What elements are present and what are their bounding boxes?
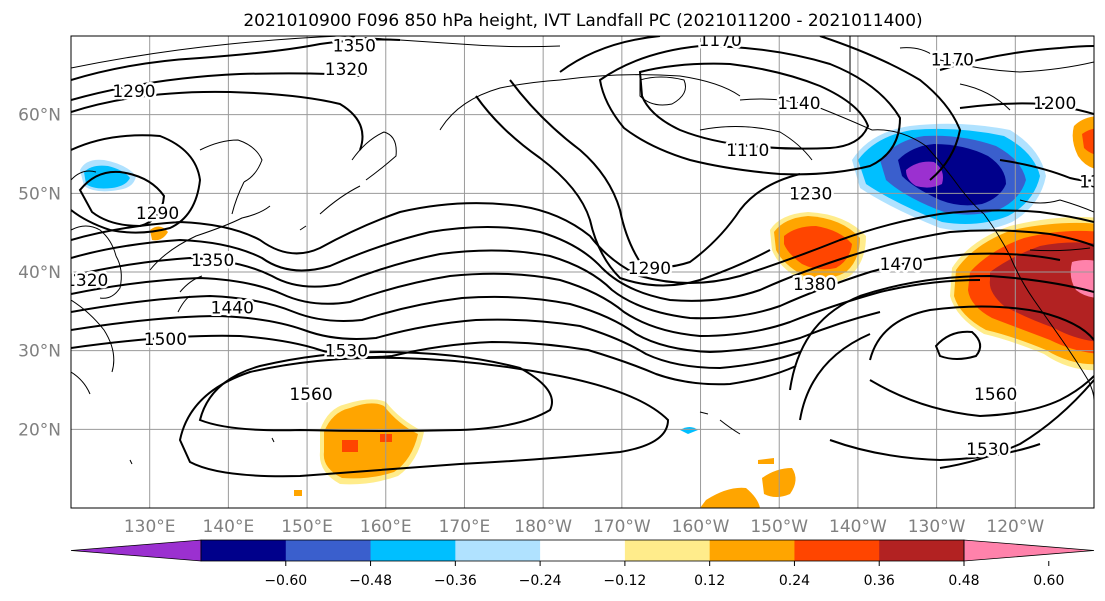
height-contours bbox=[71, 36, 1094, 478]
lat-tick-label: 40°N bbox=[18, 263, 61, 283]
gridlines bbox=[71, 36, 1094, 508]
contour-label: 1500 bbox=[144, 330, 187, 350]
contour-label: 1170 bbox=[699, 31, 742, 51]
lon-tick-label: 130°E bbox=[124, 517, 176, 537]
contour-label: 1110 bbox=[726, 141, 769, 161]
contour-label: 1290 bbox=[628, 259, 671, 279]
contour-label: 1170 bbox=[931, 51, 974, 71]
colorbar-tick-label: −0.36 bbox=[434, 573, 477, 589]
colorbar-tick-label: 0.48 bbox=[948, 573, 979, 589]
lon-tick-label: 140°W bbox=[829, 517, 887, 537]
colorbar-segment bbox=[370, 540, 456, 561]
colorbar-extend-high bbox=[963, 539, 1095, 562]
contour-label: 1380 bbox=[793, 275, 836, 295]
colorbar-segment bbox=[455, 540, 541, 561]
map-area: 1350 1320 1290 1290 1350 1320 1440 1500 1530 1560… bbox=[65, 31, 1101, 508]
colorbar-tick-label: 0.60 bbox=[1033, 573, 1064, 589]
colorbar-tick-label: 0.12 bbox=[694, 573, 725, 589]
positive-anomaly-subtropical bbox=[319, 399, 424, 485]
contour-label: 1470 bbox=[880, 255, 923, 275]
lon-tick-label: 150°W bbox=[750, 517, 808, 537]
colorbar-frame bbox=[200, 539, 965, 562]
contour-label: 1320 bbox=[65, 271, 108, 291]
colorbar-tick-label: 0.24 bbox=[779, 573, 810, 589]
map-frame bbox=[70, 35, 1095, 509]
colorbar-segment bbox=[794, 540, 880, 561]
longitude-tick-labels: 130°E 140°E 150°E 160°E 170°E 180°W 170°W 160°W… bbox=[124, 517, 1045, 537]
contour-label: 1320 bbox=[325, 60, 368, 80]
colorbar-segment bbox=[201, 540, 287, 561]
contour-label: 1530 bbox=[325, 342, 368, 362]
colorbar-extend-low bbox=[70, 539, 202, 562]
colorbar-tick-label: 0.36 bbox=[864, 573, 895, 589]
lon-tick-label: 150°E bbox=[281, 517, 333, 537]
colorbar-tick-label: −0.60 bbox=[264, 573, 307, 589]
contour-label: 1230 bbox=[789, 184, 832, 204]
colorbar-tick-label: −0.12 bbox=[603, 573, 646, 589]
ivt-shading bbox=[80, 116, 1094, 508]
contour-label: 1560 bbox=[974, 385, 1017, 405]
contour-label: 1290 bbox=[112, 82, 155, 102]
contour-label: 1440 bbox=[211, 298, 254, 318]
contour-label: 1140 bbox=[777, 94, 820, 114]
colorbar-segment bbox=[285, 540, 372, 561]
figure-title: 2021010900 F096 850 hPa height, IVT Land… bbox=[243, 11, 922, 31]
lon-tick-label: 170°W bbox=[593, 517, 651, 537]
negative-anomaly-northeast bbox=[852, 123, 1046, 231]
contour-label: 13 bbox=[1079, 173, 1101, 193]
lon-tick-label: 160°E bbox=[360, 517, 412, 537]
colorbar-tick-labels: −0.60 −0.48 −0.36 −0.24 −0.12 0.12 0.24 0.36 0.4… bbox=[264, 561, 1064, 589]
contour-label: 1530 bbox=[966, 440, 1009, 460]
lat-tick-label: 50°N bbox=[18, 184, 61, 204]
lon-tick-label: 180°W bbox=[514, 517, 572, 537]
latitude-tick-labels: 20°N 30°N 40°N 50°N 60°N bbox=[18, 106, 61, 441]
contour-label: 1290 bbox=[136, 204, 179, 224]
colorbar-tick-label: −0.24 bbox=[519, 573, 562, 589]
colorbar-segment bbox=[540, 540, 626, 561]
contour-label: 1350 bbox=[191, 251, 234, 271]
contour-labels: 1350 1320 1290 1290 1350 1320 1440 1500 1530 1560… bbox=[65, 31, 1101, 463]
contour-label: 1560 bbox=[289, 385, 332, 405]
lon-tick-label: 130°W bbox=[908, 517, 966, 537]
lon-tick-label: 170°E bbox=[439, 517, 491, 537]
colorbar-segment bbox=[624, 540, 711, 561]
positive-anomaly-westcoast bbox=[950, 217, 1094, 371]
lon-tick-label: 120°W bbox=[986, 517, 1044, 537]
contour-label: 1350 bbox=[333, 36, 376, 56]
colorbar-segment bbox=[709, 540, 795, 561]
contour-label: 1200 bbox=[1033, 94, 1076, 114]
lon-tick-label: 140°E bbox=[203, 517, 255, 537]
colorbar-segment bbox=[879, 540, 965, 561]
lat-tick-label: 30°N bbox=[18, 342, 61, 362]
colorbar-tick-label: −0.48 bbox=[349, 573, 392, 589]
colorbar bbox=[70, 539, 1095, 562]
lat-tick-label: 60°N bbox=[18, 106, 61, 126]
lat-tick-label: 20°N bbox=[18, 420, 61, 440]
lon-tick-label: 160°W bbox=[672, 517, 730, 537]
